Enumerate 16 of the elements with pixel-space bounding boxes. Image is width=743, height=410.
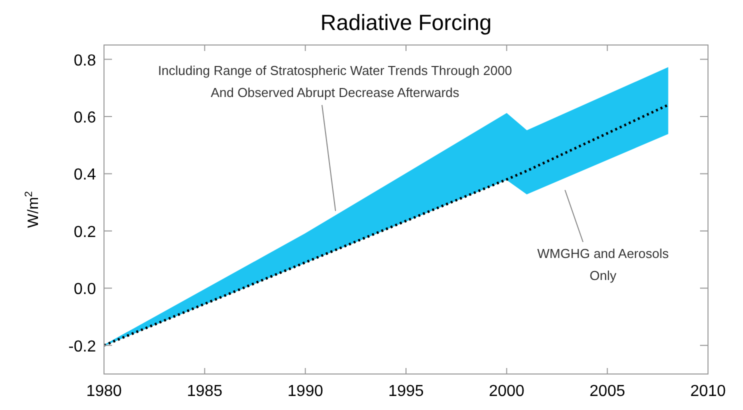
chart-title: Radiative Forcing	[320, 10, 492, 35]
y-tick-label: -0.2	[68, 338, 96, 356]
annotation: WMGHG and Aerosols Only	[537, 246, 670, 283]
x-tick-label: 2010	[690, 383, 726, 400]
annotation: Including Range of Stratospheric Water Trends Through 2000 And Observed Abrupt Decrease Afterwards	[158, 63, 512, 100]
x-tick-label: 1980	[86, 383, 122, 400]
y-tick-label: 0.4	[74, 166, 96, 184]
x-tick-label: 1985	[186, 383, 223, 400]
y-tick-label: 0.8	[74, 52, 96, 70]
x-tick-label: 1990	[288, 383, 324, 400]
x-tick-label: 2005	[590, 383, 626, 400]
y-tick-label: 0.6	[74, 110, 96, 127]
y-tick-label: 0.0	[74, 281, 96, 298]
x-tick-label: 2000	[488, 383, 525, 400]
x-tick-label: 1995	[388, 383, 424, 400]
y-tick-label: 0.2	[74, 224, 96, 241]
